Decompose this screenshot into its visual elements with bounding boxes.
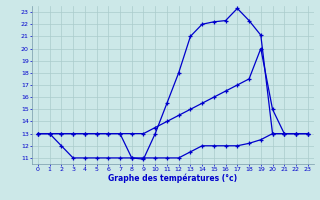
X-axis label: Graphe des températures (°c): Graphe des températures (°c)	[108, 174, 237, 183]
